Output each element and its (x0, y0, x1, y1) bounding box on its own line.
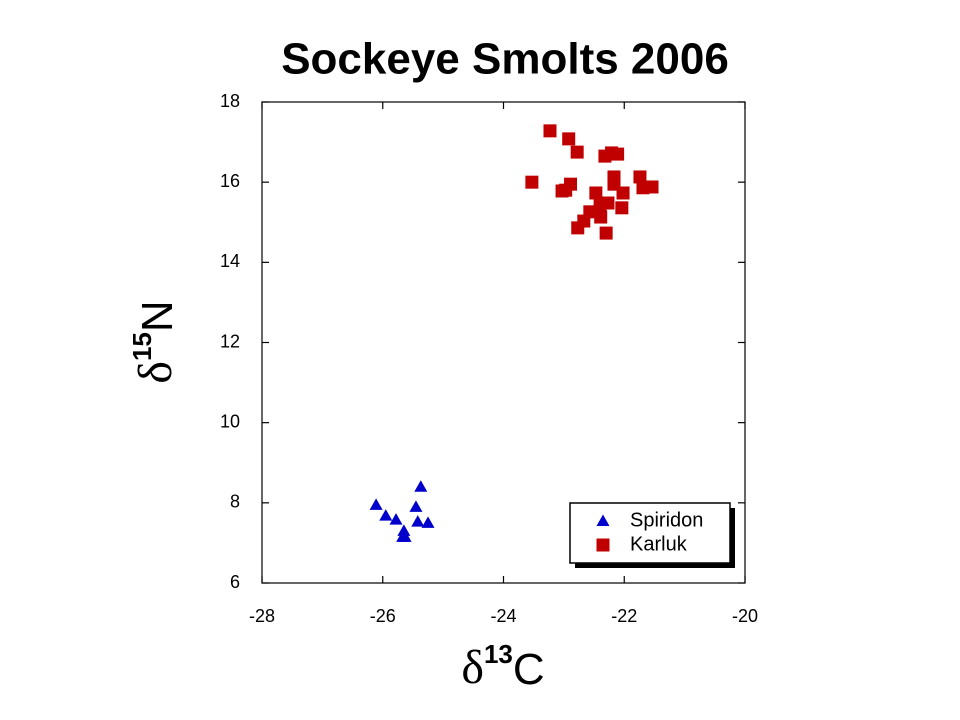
chart-title: Sockeye Smolts 2006 (281, 35, 729, 84)
legend (569, 502, 731, 564)
square-marker (593, 199, 607, 213)
square-marker (594, 210, 608, 224)
triangle-marker (411, 515, 425, 527)
square-marker (543, 124, 557, 138)
square-marker (562, 132, 576, 146)
square-marker (633, 170, 647, 184)
x-tick-label: -22 (611, 606, 637, 626)
triangle-marker (369, 498, 383, 510)
y-tick-label: 10 (220, 411, 240, 431)
y-tick-label: 16 (220, 171, 240, 191)
triangle-marker (596, 514, 610, 526)
x-tick-label: -26 (370, 606, 396, 626)
triangle-marker (421, 516, 435, 528)
triangle-marker (379, 509, 393, 521)
square-marker (616, 186, 630, 200)
y-label-symbol: δ (129, 361, 182, 384)
legend-label: Karluk (630, 533, 688, 555)
square-marker (525, 175, 539, 189)
triangle-marker (389, 513, 403, 525)
triangle-marker (397, 524, 411, 536)
y-tick-label: 8 (230, 492, 240, 512)
x-tick-label: -20 (732, 606, 758, 626)
x-tick-label: -24 (490, 606, 516, 626)
y-tick-label: 6 (230, 572, 240, 592)
legend-label: Spiridon (630, 509, 703, 531)
square-marker (570, 145, 584, 159)
x-label-symbol: δ (461, 641, 484, 694)
square-marker (559, 183, 573, 197)
square-marker (599, 226, 613, 240)
square-marker (615, 201, 629, 215)
triangle-marker (409, 500, 423, 512)
y-axis-label: δ15N (127, 300, 182, 383)
square-marker (645, 180, 659, 194)
square-marker (596, 538, 610, 552)
y-label-letter: N (133, 300, 182, 332)
y-tick-label: 12 (220, 331, 240, 351)
x-axis-label: δ13C (461, 639, 544, 694)
triangle-marker (398, 530, 412, 542)
y-tick-label: 18 (220, 91, 240, 111)
y-label-superscript: 15 (127, 332, 157, 361)
x-label-superscript: 13 (484, 639, 513, 669)
square-marker (571, 221, 585, 235)
x-label-letter: C (513, 645, 545, 694)
y-tick-label: 14 (220, 251, 240, 271)
triangle-marker (414, 480, 428, 492)
square-marker (611, 147, 625, 161)
square-marker (589, 186, 603, 200)
x-tick-label: -28 (249, 606, 275, 626)
